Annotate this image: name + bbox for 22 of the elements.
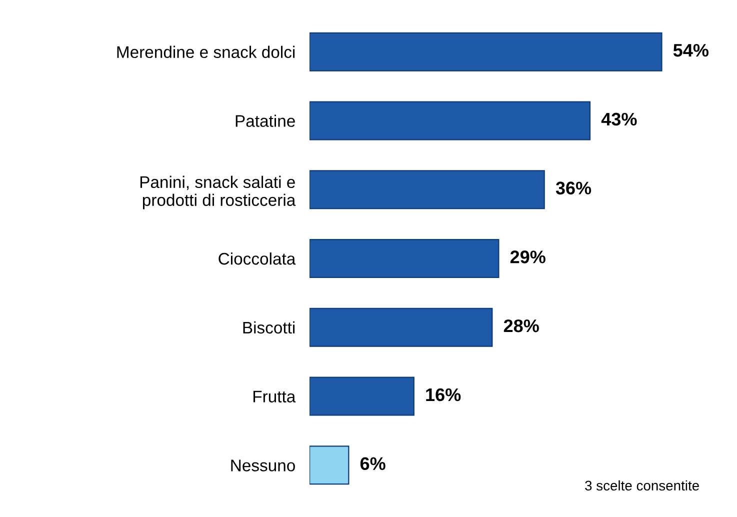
annotation: 3 scelte consentite <box>585 480 699 491</box>
bar <box>310 376 414 416</box>
data-label: 54% <box>673 44 709 57</box>
bar <box>310 170 545 210</box>
data-label: 36% <box>556 182 592 194</box>
y-tick-label: Panini, snack salati e prodotti di rosticceria <box>140 176 296 210</box>
y-tick-label: Cioccolata <box>218 252 296 265</box>
bar <box>310 308 493 347</box>
y-tick-label: Frutta <box>253 390 296 402</box>
y-tick-label: Biscotti <box>243 321 295 334</box>
data-label: 16% <box>426 388 461 402</box>
y-tick-label: Merendine e snack dolci <box>117 46 295 58</box>
bar <box>310 101 591 140</box>
y-tick-label: Patatine <box>236 114 295 127</box>
bar <box>310 446 350 485</box>
bar <box>310 32 662 72</box>
data-label: 29% <box>510 250 546 264</box>
data-label: 28% <box>504 319 539 332</box>
bar <box>310 239 500 278</box>
y-tick-label: Nessuno <box>231 460 295 472</box>
data-label: 6% <box>360 457 386 470</box>
data-label: 43% <box>601 112 637 126</box>
